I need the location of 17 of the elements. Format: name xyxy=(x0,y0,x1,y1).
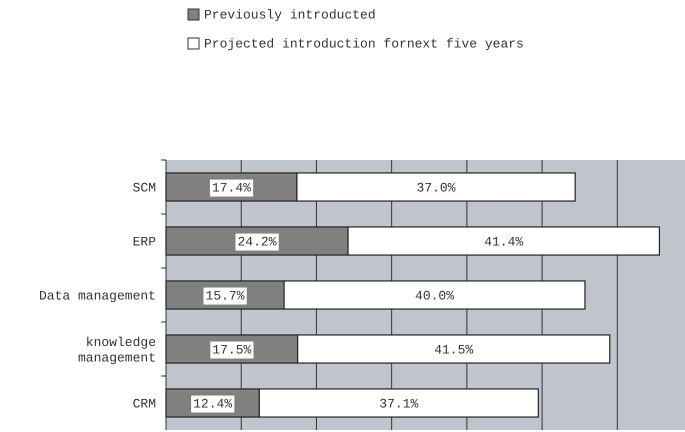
data-label: 17.5% xyxy=(212,342,252,358)
data-label: 15.7% xyxy=(206,288,245,304)
data-label: 37.0% xyxy=(416,180,456,196)
legend-label: Previously introducted xyxy=(204,8,376,23)
data-label: 41.4% xyxy=(484,234,524,250)
y-tick-label: Data management xyxy=(38,288,156,304)
data-label: 24.2% xyxy=(238,234,277,250)
data-label: 41.5% xyxy=(434,342,474,358)
y-tick-label: ERP xyxy=(132,234,156,250)
y-tick-label: SCM xyxy=(132,180,156,196)
y-tick-label: CRM xyxy=(132,396,156,412)
y-tick-label: knowledge management xyxy=(78,334,156,366)
data-label: 37.1% xyxy=(379,396,418,412)
data-label: 17.4% xyxy=(212,180,252,196)
data-label: 12.4% xyxy=(193,396,232,412)
legend-label: Projected introduction fornext five years xyxy=(204,36,524,52)
data-label: 40.0% xyxy=(415,288,454,304)
